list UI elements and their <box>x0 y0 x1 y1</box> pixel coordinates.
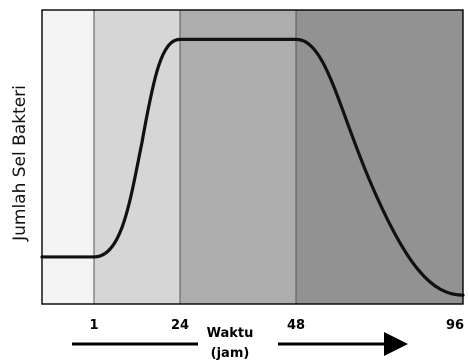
x-tick-labels: 1 24 48 96 <box>89 318 464 333</box>
growth-curve-line <box>40 37 465 297</box>
phase-band-1 <box>42 10 94 304</box>
phase-bands <box>42 10 463 304</box>
phase-band-3 <box>180 10 296 304</box>
y-axis-label: Jumlah Sel Bakteri <box>10 85 30 242</box>
x-axis-label: Waktu <box>207 326 254 341</box>
x-tick-label: 48 <box>287 318 305 333</box>
phase-band-2 <box>94 10 180 304</box>
plot-frame <box>41 9 464 305</box>
phase-dividers <box>93 10 297 304</box>
x-axis-unit: (jam) <box>211 346 250 361</box>
x-tick-label: 24 <box>171 318 189 333</box>
phase-band-4 <box>296 10 463 304</box>
x-tick-label: 1 <box>89 318 98 333</box>
x-tick-label: 96 <box>446 318 464 333</box>
